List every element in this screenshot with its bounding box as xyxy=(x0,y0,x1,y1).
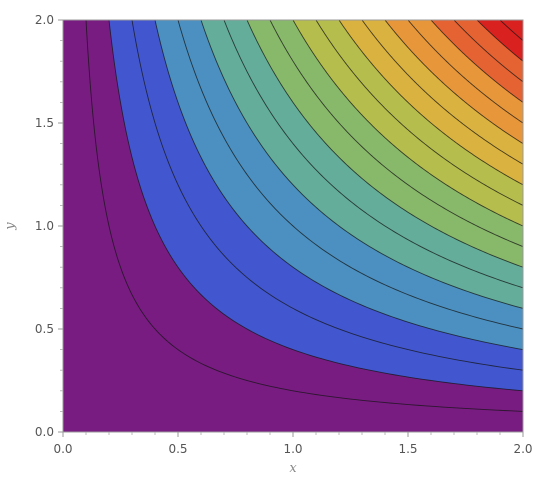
contour-lines xyxy=(85,20,523,412)
contour-line-8 xyxy=(269,20,523,248)
contour-line-16 xyxy=(453,20,523,83)
contour-line-17 xyxy=(476,20,523,62)
y-tick-label: 1.5 xyxy=(35,116,54,130)
contour-line-18 xyxy=(499,20,523,41)
x-tick-label: 1.0 xyxy=(283,442,302,456)
contour-line-13 xyxy=(384,20,523,144)
contour-line-1 xyxy=(108,20,523,392)
y-axis: 0.0 0.5 1.0 1.5 2.0 xyxy=(35,13,63,439)
x-tick-label: 2.0 xyxy=(513,442,532,456)
contour-line-4 xyxy=(177,20,523,330)
contour-bands xyxy=(63,20,523,432)
x-axis: 0.0 0.5 1.0 1.5 2.0 xyxy=(53,432,533,456)
contour-line-7 xyxy=(246,20,523,268)
y-axis-label: y xyxy=(3,222,18,231)
y-tick-label: 1.0 xyxy=(35,219,54,233)
y-tick-label: 0.5 xyxy=(35,322,54,336)
y-tick-label: 2.0 xyxy=(35,13,54,27)
contour-line-2 xyxy=(131,20,523,371)
x-tick-label: 1.5 xyxy=(398,442,417,456)
x-tick-label: 0.5 xyxy=(168,442,187,456)
x-tick-label: 0.0 xyxy=(53,442,72,456)
contour-line-9 xyxy=(292,20,523,227)
contour-line-0 xyxy=(85,20,523,412)
contour-line-3 xyxy=(154,20,523,351)
contour-line-6 xyxy=(223,20,523,289)
contour-line-14 xyxy=(407,20,523,124)
x-axis-label: x xyxy=(289,461,297,476)
contour-line-10 xyxy=(315,20,523,206)
y-tick-label: 0.0 xyxy=(35,425,54,439)
contour-line-5 xyxy=(200,20,523,309)
contour-line-11 xyxy=(338,20,523,186)
contour-line-15 xyxy=(430,20,523,103)
contour-line-12 xyxy=(361,20,523,165)
